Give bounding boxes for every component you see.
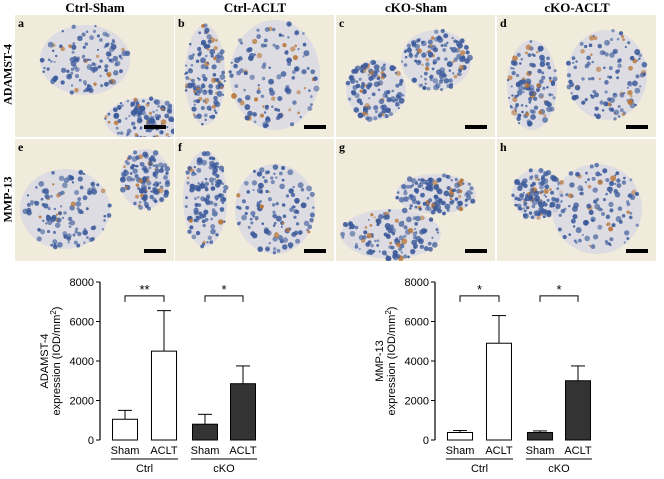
category-label: Sham	[526, 445, 555, 457]
category-label: ACLT	[229, 445, 257, 457]
y-axis-label-line2: expression (IOD/mm2)	[384, 307, 398, 416]
panel-letter: a	[18, 16, 24, 30]
micrograph-texture	[15, 15, 174, 137]
group-label: cKO	[548, 463, 570, 475]
micrograph-texture	[497, 15, 656, 137]
y-axis-label-text: expression (IOD/mm	[386, 315, 398, 416]
panel-letter: h	[500, 140, 507, 154]
micrograph-panel-e: e	[15, 139, 174, 261]
bar-2	[192, 423, 218, 441]
y-axis-label-line2: expression (IOD/mm2)	[49, 307, 63, 416]
scale-bar	[626, 125, 648, 129]
y-tick-label: 2000	[405, 396, 429, 408]
significance-label: **	[139, 282, 149, 297]
y-tick-label: 2000	[70, 396, 94, 408]
y-tick-label: 8000	[70, 277, 94, 289]
chart-mmp13: 0 2000 4000 6000 8000 MMP-13 expression (IOD/m…	[374, 277, 592, 475]
significance-bracket	[539, 295, 579, 302]
group-label: cKO	[213, 463, 235, 475]
micrograph-texture	[175, 139, 334, 261]
scale-bar	[465, 249, 487, 253]
micrograph-texture	[336, 139, 495, 261]
micrograph-texture	[497, 139, 656, 261]
micrograph-panel-c: c	[336, 15, 495, 137]
group-label: Ctrl	[136, 463, 153, 475]
micrograph-texture	[175, 15, 334, 137]
bar-1	[486, 342, 512, 441]
micrograph-panel-b: b	[175, 15, 334, 137]
column-title-ctrl-aclt: Ctrl-ACLT	[223, 0, 287, 15]
y-tick-label: 0	[88, 435, 94, 447]
category-label: ACLT	[485, 445, 513, 457]
category-label: Sham	[191, 445, 220, 457]
panel-letter: b	[178, 16, 185, 30]
column-title-cko-aclt: cKO-ACLT	[544, 0, 610, 15]
significance-label: *	[221, 282, 226, 297]
column-title-ctrl-sham: Ctrl-Sham	[65, 0, 125, 15]
panel-letter: f	[178, 140, 182, 154]
scale-bar	[144, 249, 166, 253]
micrograph-panel-a: a	[15, 15, 174, 137]
category-label: ACLT	[564, 445, 592, 457]
bar-0	[447, 431, 473, 441]
column-title-cko-sham: cKO-Sham	[384, 0, 448, 15]
category-label: Sham	[446, 445, 475, 457]
scale-bar	[465, 125, 487, 129]
bar-0	[112, 418, 138, 441]
panel-letter: e	[18, 140, 24, 154]
panel-letter: g	[339, 140, 345, 154]
y-tick-label: 0	[423, 435, 429, 447]
y-tick-label: 6000	[70, 317, 94, 329]
bar-1	[151, 350, 177, 441]
significance-label: *	[556, 282, 561, 297]
bar-2	[527, 431, 553, 441]
scale-bar	[144, 125, 166, 129]
micrograph-panel-g: g	[336, 139, 495, 261]
category-label: ACLT	[150, 445, 178, 457]
scale-bar	[304, 249, 326, 253]
y-tick-label: 6000	[405, 317, 429, 329]
micrograph-panel-f: f	[175, 139, 334, 261]
significance-bracket	[204, 295, 244, 302]
category-label: Sham	[111, 445, 140, 457]
micrograph-panel-d: d	[497, 15, 656, 137]
micrograph-texture	[336, 15, 495, 137]
y-tick-label: 4000	[405, 356, 429, 368]
panel-letter: d	[500, 16, 507, 30]
group-label: Ctrl	[471, 463, 488, 475]
significance-bracket	[124, 295, 165, 302]
y-axis-label-text: expression (IOD/mm	[51, 315, 63, 416]
panel-letter: c	[339, 16, 345, 30]
significance-bracket	[459, 295, 500, 302]
y-axis-label-superscript: 2	[49, 310, 58, 315]
scale-bar	[304, 125, 326, 129]
y-tick-label: 8000	[405, 277, 429, 289]
y-axis-label-line1: ADAMST-4	[39, 333, 51, 388]
y-axis-label-end: )	[51, 307, 63, 311]
micrograph-texture	[15, 139, 174, 261]
row-label-adamst4: ADAMST-4	[0, 44, 15, 105]
scale-bar	[626, 249, 648, 253]
chart-adamst4: 0 2000 4000 6000 8000 ADAMST-4 expression (IOD…	[39, 277, 257, 475]
y-axis-label-superscript: 2	[384, 310, 393, 315]
y-tick-label: 4000	[70, 356, 94, 368]
micrograph-panel-h: h	[497, 139, 656, 261]
y-axis-label-line1: MMP-13	[374, 340, 386, 382]
row-label-mmp13: MMP-13	[0, 176, 15, 223]
bar-3	[230, 383, 256, 441]
bar-3	[565, 380, 591, 441]
significance-label: *	[477, 282, 482, 297]
y-axis-label-end: )	[386, 307, 398, 311]
